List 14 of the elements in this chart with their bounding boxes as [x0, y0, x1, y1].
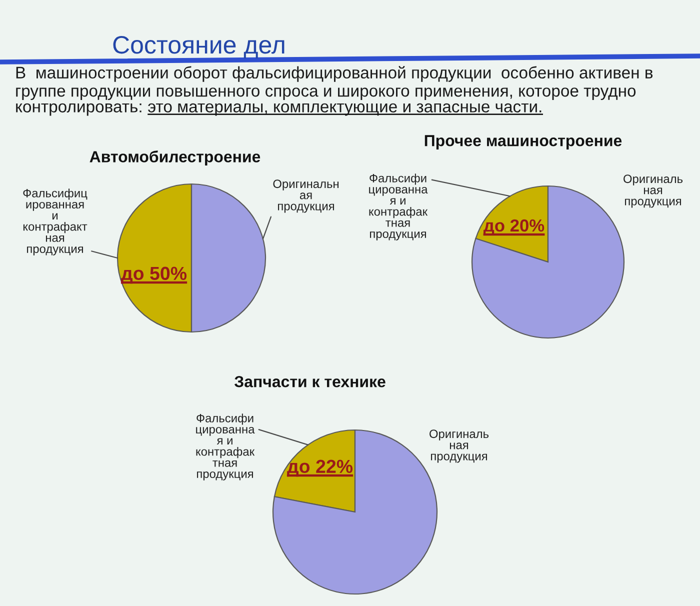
text: Состояние дел — [113, 36, 284, 58]
slice-label: Фальсифи цированна я и контрафак тная продукция — [369, 174, 428, 240]
chart-title: Запчасти к технике — [234, 376, 386, 388]
chart-title: Автомобилестроение — [90, 150, 260, 166]
chart-title: Прочее машиностроение — [424, 135, 622, 150]
slice-label: Оригинальн ая продукция — [273, 180, 339, 213]
text: В машиностроении оборот фальсифицированной продукции особенно активен в группе продукции повышенного спроса и широкого применения, которое трудно — [16, 66, 653, 100]
slice-label: Фальсифи цированна я и контрафак тная продукция — [196, 414, 255, 480]
slice-label: Оригиналь ная продукция — [624, 174, 683, 208]
slice-label: Оригиналь ная продукция — [430, 430, 489, 463]
text: это материалы, комплектующие и запасные части. — [148, 103, 542, 116]
pie-slice — [471, 185, 625, 339]
slice-label: Фальсифиц ированная и контрафакт ная продукция — [23, 188, 88, 256]
text: контролировать: — [16, 103, 142, 116]
